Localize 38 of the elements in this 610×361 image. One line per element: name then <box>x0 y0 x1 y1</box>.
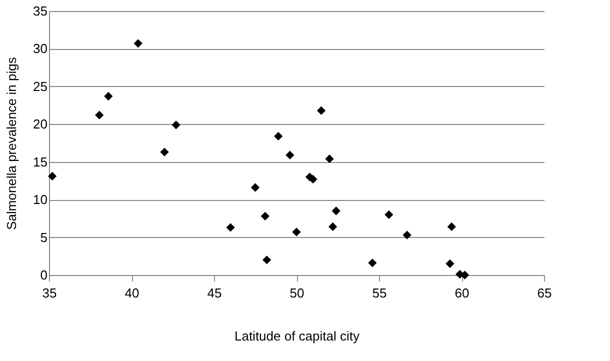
y-tick-label: 35 <box>33 4 48 18</box>
point <box>48 172 57 181</box>
point <box>94 110 104 120</box>
y-axis-title: Salmonella prevalence in pigs <box>4 56 20 230</box>
y-tick-label: 20 <box>33 116 48 132</box>
point <box>384 210 394 219</box>
point <box>446 259 454 268</box>
point <box>274 132 283 141</box>
y-tick-label: 25 <box>33 78 48 94</box>
point <box>260 212 270 220</box>
point <box>160 148 169 156</box>
point <box>316 106 326 115</box>
y-tick-label: 15 <box>33 154 48 170</box>
point <box>328 222 338 232</box>
y-tick-label: 0 <box>40 268 48 282</box>
y-tick-label: 30 <box>33 41 48 56</box>
point <box>250 183 260 192</box>
point <box>325 154 334 164</box>
x-tick-label: 40 <box>124 286 140 300</box>
point <box>286 150 294 160</box>
point <box>104 92 113 101</box>
point <box>332 206 340 216</box>
y-tick-label: 5 <box>40 230 48 245</box>
x-tick-label: 45 <box>207 286 222 300</box>
x-tick-label: 50 <box>290 286 304 300</box>
point <box>134 39 142 48</box>
point <box>368 258 377 268</box>
point <box>402 230 412 240</box>
point <box>226 223 235 232</box>
x-tick-label: 60 <box>454 286 470 300</box>
point <box>447 222 456 232</box>
point <box>292 228 301 236</box>
x-tick-label: 65 <box>537 286 552 300</box>
x-axis-title: Latitude of capital city <box>234 328 360 344</box>
point <box>262 256 272 264</box>
x-tick-label: 55 <box>372 286 387 300</box>
point <box>172 120 180 130</box>
y-tick-label: 10 <box>33 192 48 208</box>
